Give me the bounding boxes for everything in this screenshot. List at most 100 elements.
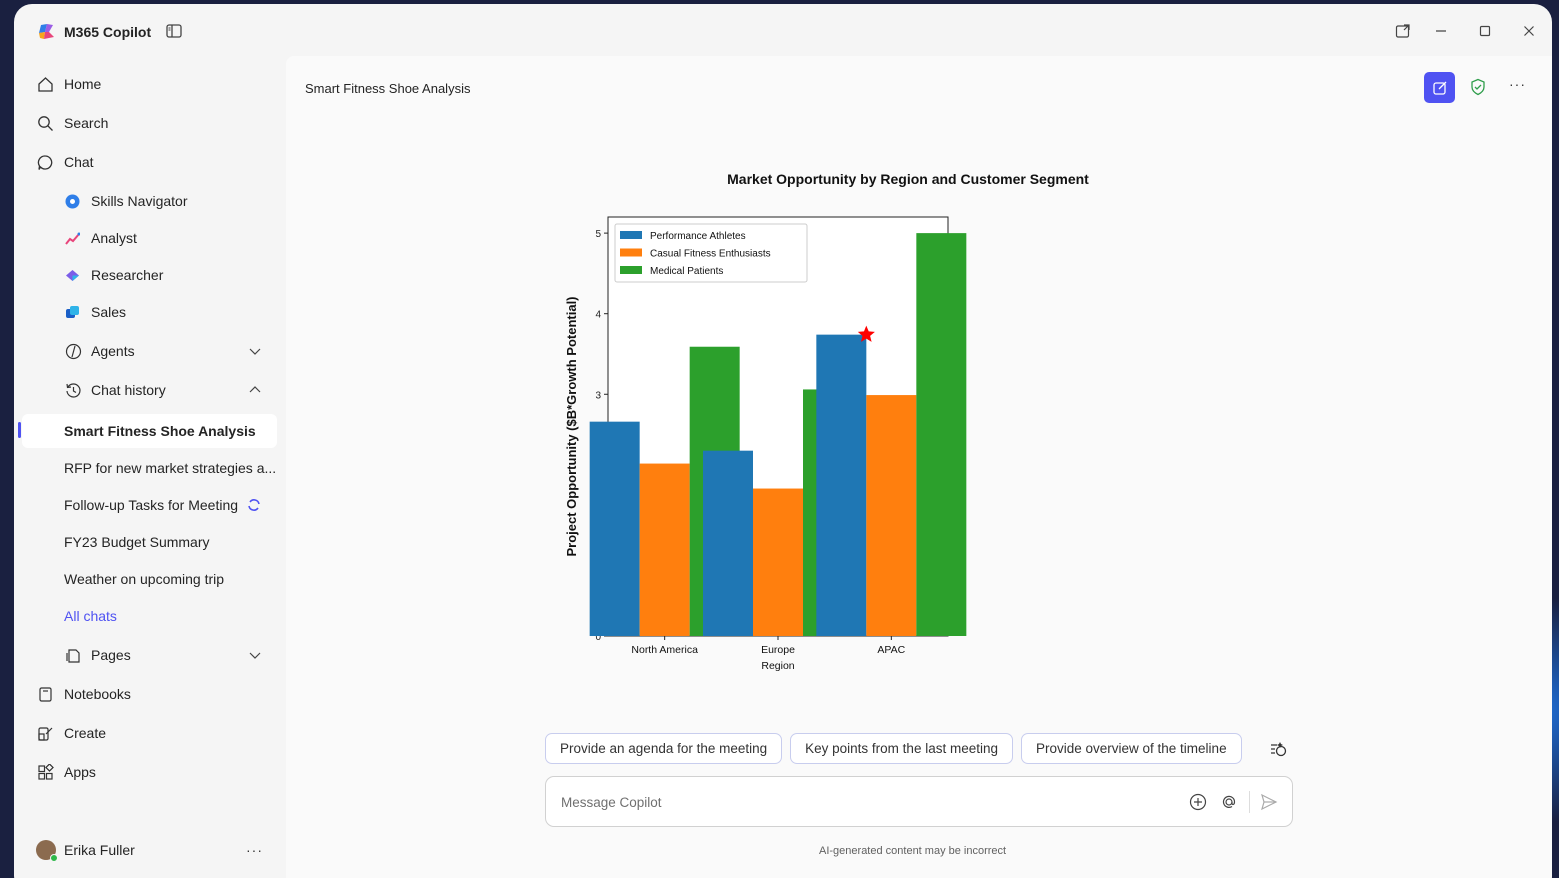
close-icon[interactable]: [1519, 21, 1539, 41]
sidebar-item-home[interactable]: Home: [22, 67, 277, 101]
history-item-label: Smart Fitness Shoe Analysis: [64, 423, 256, 439]
legend-label: Medical Patients: [650, 266, 723, 277]
user-name: Erika Fuller: [64, 842, 135, 858]
sidebar-item-label: Agents: [91, 343, 135, 359]
maximize-icon[interactable]: [1475, 21, 1495, 41]
sidebar-item-analyst[interactable]: Analyst: [22, 221, 277, 255]
new-chat-button[interactable]: [1424, 72, 1455, 103]
bar: [703, 450, 753, 636]
sidebar-item-notebooks[interactable]: Notebooks: [22, 677, 277, 711]
all-chats-label: All chats: [64, 608, 117, 624]
bar: [916, 233, 967, 636]
all-chats-link[interactable]: All chats: [22, 599, 277, 633]
notebook-icon: [39, 687, 52, 702]
bar: [816, 334, 867, 636]
sidebar-toggle-icon[interactable]: [166, 24, 182, 38]
prompt-gallery-icon[interactable]: [1268, 740, 1288, 760]
sidebar-item-apps[interactable]: Apps: [22, 755, 277, 789]
conversation-title: Smart Fitness Shoe Analysis: [305, 81, 471, 96]
history-item-label: Weather on upcoming trip: [64, 571, 225, 587]
message-input[interactable]: Message Copilot: [545, 776, 1293, 827]
sidebar-item-label: Analyst: [91, 230, 137, 246]
history-item-rfp[interactable]: RFP for new market strategies a...: [22, 451, 277, 485]
sidebar-item-researcher[interactable]: Researcher: [22, 258, 277, 292]
y-tick-label: 4: [595, 310, 601, 321]
suggestion-chip[interactable]: Provide an agenda for the meeting: [545, 733, 783, 764]
suggestion-chip[interactable]: Provide overview of the timeline: [1020, 733, 1242, 764]
send-icon[interactable]: [1260, 793, 1278, 811]
agents-icon: [65, 343, 82, 360]
sidebar-item-skills-navigator[interactable]: Skills Navigator: [22, 184, 277, 218]
history-item-label: Follow-up Tasks for Meeting: [64, 497, 239, 513]
history-item-follow-up[interactable]: Follow-up Tasks for Meeting: [22, 488, 277, 522]
user-more-icon[interactable]: ···: [246, 842, 263, 858]
main-panel: Smart Fitness Shoe Analysis ··· Market O…: [286, 56, 1552, 878]
create-icon: [38, 727, 53, 741]
compose-icon: [1432, 81, 1446, 95]
chart-title: Market Opportunity by Region and Custome…: [727, 171, 1089, 187]
home-icon: [38, 77, 53, 92]
pages-icon: [66, 649, 80, 663]
chevron-up-icon: [249, 386, 261, 393]
history-item-smart-fitness[interactable]: Smart Fitness Shoe Analysis: [22, 414, 277, 448]
chart-container: Market Opportunity by Region and Custome…: [546, 156, 1136, 686]
sidebar-item-label: Sales: [91, 304, 127, 320]
skills-navigator-icon: [65, 194, 80, 209]
sidebar-item-label: Search: [64, 115, 109, 131]
mention-icon[interactable]: [1220, 793, 1238, 811]
star-marker: [857, 325, 875, 342]
copilot-logo-icon: [39, 24, 54, 39]
sidebar-item-chat-history[interactable]: Chat history: [22, 373, 277, 407]
divider: [1249, 791, 1250, 813]
sidebar-item-search[interactable]: Search: [22, 106, 277, 140]
sidebar-item-pages[interactable]: Pages: [22, 638, 277, 672]
history-item-label: FY23 Budget Summary: [64, 534, 210, 550]
suggestion-chips: Provide an agenda for the meeting Key po…: [545, 733, 1242, 764]
sidebar-item-label: Skills Navigator: [91, 193, 188, 209]
sync-icon: [248, 499, 260, 511]
sidebar-item-create[interactable]: Create: [22, 716, 277, 750]
history-item-weather[interactable]: Weather on upcoming trip: [22, 562, 277, 596]
app-window: M365 Copilot Home Search Ch: [14, 4, 1552, 878]
sidebar-item-agents[interactable]: Agents: [22, 334, 277, 368]
legend-label: Casual Fitness Enthusiasts: [650, 249, 771, 260]
analyst-icon: [65, 232, 80, 245]
history-item-fy23[interactable]: FY23 Budget Summary: [22, 525, 277, 559]
bar: [639, 463, 690, 636]
sidebar: Home Search Chat Skills Navigator Analys…: [14, 56, 286, 878]
sidebar-item-label: Chat history: [91, 382, 166, 398]
chevron-down-icon: [249, 348, 261, 355]
legend-label: Performance Athletes: [650, 231, 746, 242]
sidebar-item-sales[interactable]: Sales: [22, 295, 277, 329]
researcher-icon: [66, 270, 79, 281]
suggestion-chip[interactable]: Key points from the last meeting: [790, 733, 1013, 764]
chat-icon: [37, 155, 53, 170]
active-indicator: [18, 422, 21, 438]
presence-indicator: [50, 854, 58, 862]
shield-check-icon[interactable]: [1469, 78, 1487, 96]
sidebar-item-label: Researcher: [91, 267, 164, 283]
sidebar-item-label: Chat: [64, 154, 94, 170]
y-tick-label: 3: [595, 390, 601, 401]
history-item-label: RFP for new market strategies a...: [64, 460, 277, 476]
chevron-down-icon: [249, 652, 261, 659]
y-tick-label: 0: [595, 632, 601, 643]
bar: [589, 421, 640, 636]
sales-icon: [66, 306, 79, 318]
user-profile[interactable]: Erika Fuller: [36, 840, 135, 862]
history-icon: [66, 383, 81, 398]
more-options-icon[interactable]: ···: [1509, 76, 1526, 92]
sidebar-item-label: Notebooks: [64, 686, 131, 702]
disclaimer: AI-generated content may be incorrect: [819, 845, 1007, 857]
minimize-icon[interactable]: [1431, 21, 1451, 41]
apps-icon: [38, 764, 54, 780]
avatar: [36, 840, 58, 862]
bar: [866, 395, 917, 636]
sidebar-item-label: Home: [64, 76, 102, 92]
title-bar: M365 Copilot: [14, 4, 1552, 56]
sidebar-item-label: Create: [64, 725, 107, 741]
sidebar-item-chat[interactable]: Chat: [22, 145, 277, 179]
bar-chart: Market Opportunity by Region and Custome…: [564, 171, 1089, 672]
mini-mode-icon[interactable]: [1393, 21, 1413, 41]
add-icon[interactable]: [1189, 793, 1207, 811]
